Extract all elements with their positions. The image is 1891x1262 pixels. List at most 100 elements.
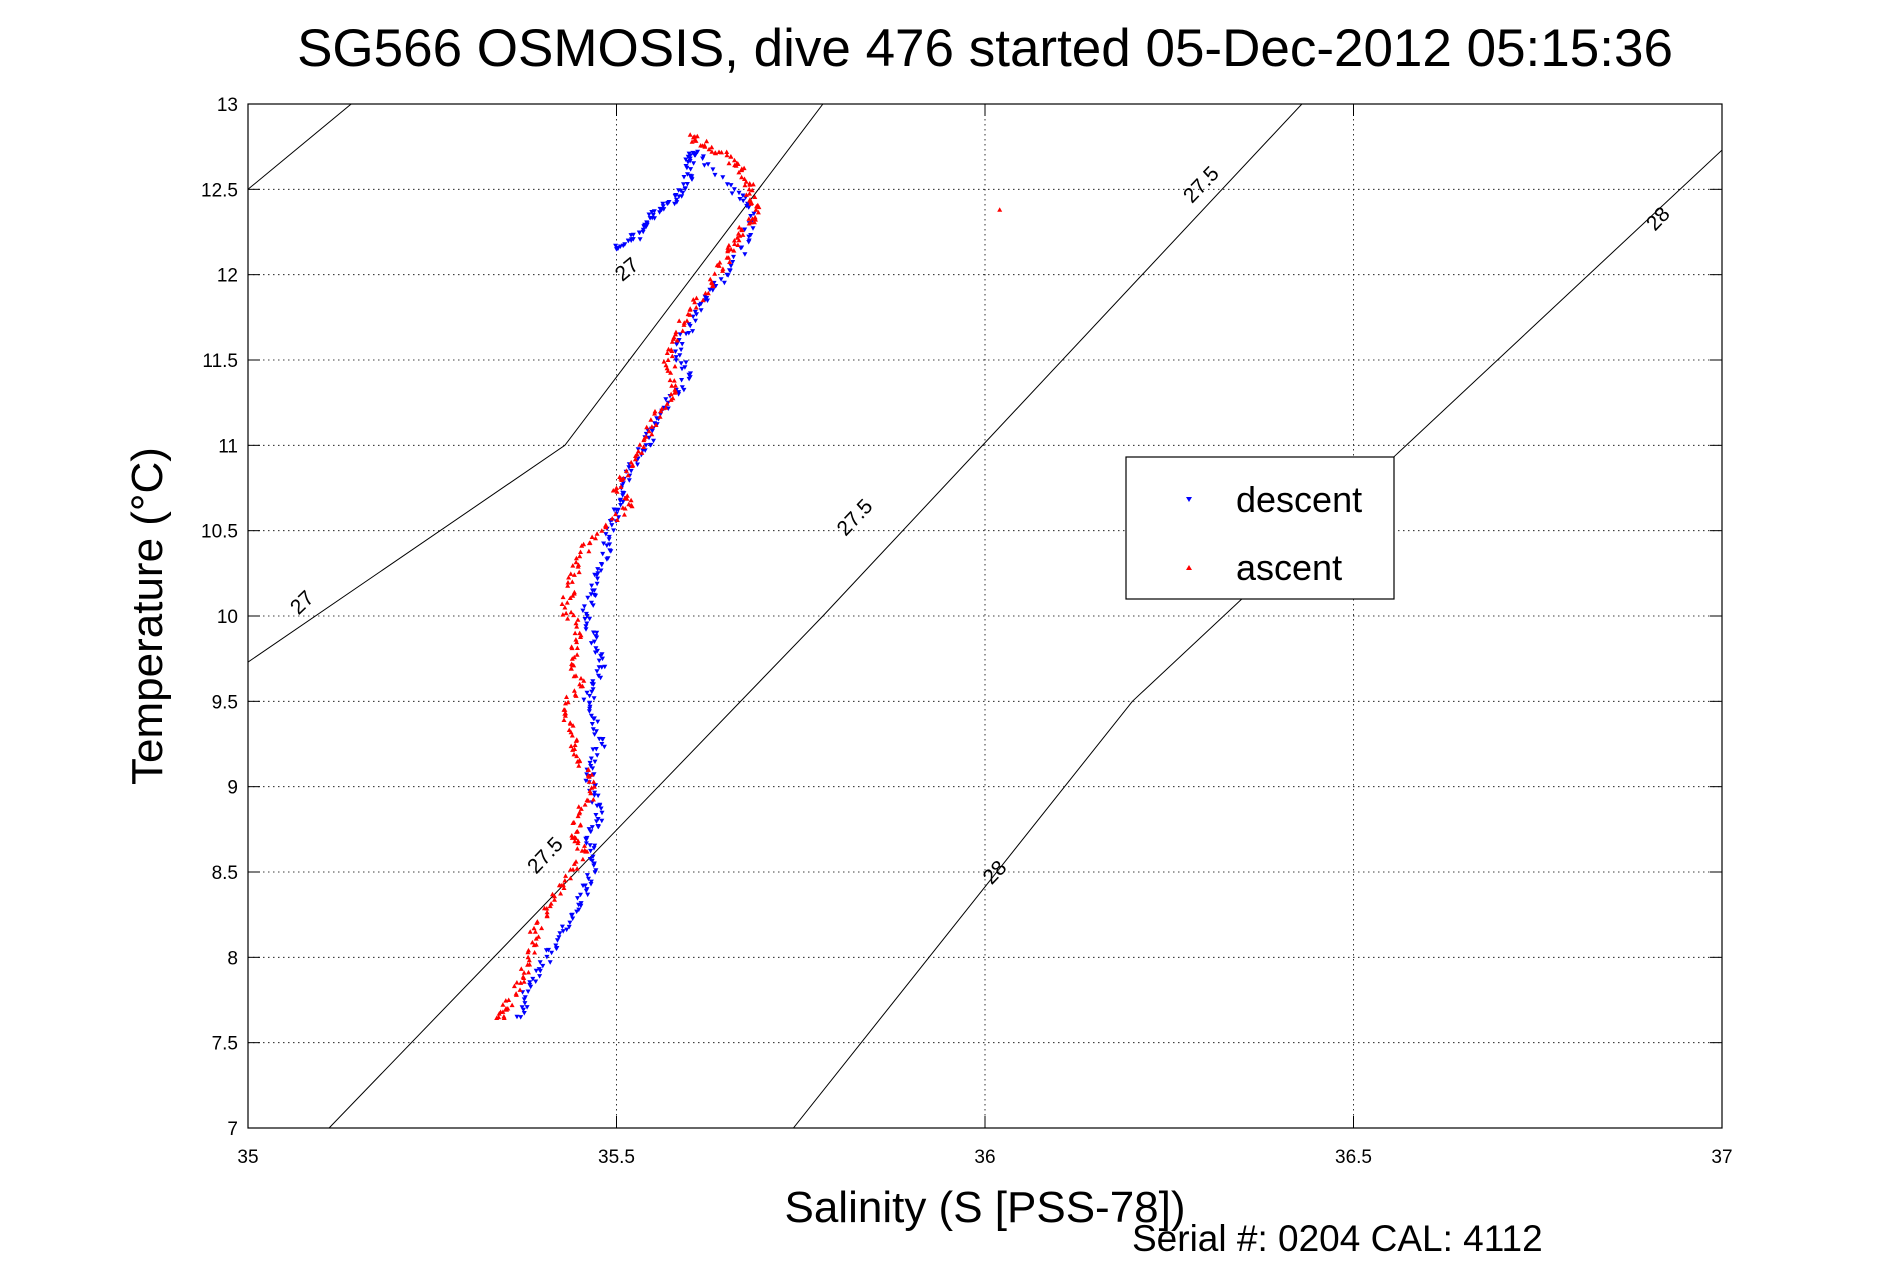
data-point-ascent (525, 954, 531, 960)
data-point-ascent (646, 428, 652, 434)
data-point-descent (681, 182, 686, 187)
data-point-descent (674, 200, 680, 205)
data-point-ascent (673, 329, 679, 335)
data-point-ascent (753, 207, 759, 212)
data-point-descent (556, 935, 562, 940)
data-point-ascent (568, 875, 573, 881)
data-point-descent (683, 157, 689, 162)
data-point-ascent (652, 408, 658, 414)
data-point-descent (595, 817, 601, 822)
data-point-ascent (710, 283, 715, 288)
data-point-ascent (681, 322, 687, 327)
data-point-ascent (618, 484, 624, 489)
data-point-ascent (568, 666, 574, 671)
data-point-ascent (575, 840, 581, 846)
data-point-ascent (580, 856, 586, 862)
data-point-descent (647, 443, 653, 448)
data-point-ascent (571, 861, 577, 866)
data-point-ascent (589, 772, 595, 777)
data-point-ascent (720, 266, 726, 271)
data-point-ascent (544, 913, 550, 919)
data-point-ascent (680, 328, 686, 333)
data-point-ascent (579, 543, 585, 548)
data-point-ascent (529, 939, 535, 945)
data-point-descent (596, 658, 602, 664)
data-point-descent (520, 1007, 526, 1013)
data-point-ascent (668, 370, 674, 375)
data-point-ascent (574, 645, 580, 650)
data-point-descent (678, 347, 684, 353)
data-point-descent (649, 429, 655, 434)
data-point-descent (593, 813, 599, 818)
data-point-ascent (743, 179, 749, 184)
data-point-descent (607, 542, 613, 547)
data-point-ascent (498, 1009, 504, 1014)
data-point-descent (618, 503, 624, 508)
data-point-ascent (581, 678, 587, 683)
data-point-ascent (684, 318, 690, 323)
legend-label-ascent: ascent (1236, 547, 1342, 588)
data-point-descent (748, 214, 754, 219)
data-point-ascent (693, 305, 699, 310)
data-point-descent (598, 675, 604, 681)
y-tick-label: 7 (227, 1119, 238, 1140)
data-point-descent (676, 338, 682, 343)
data-point-descent (586, 709, 592, 714)
data-point-descent (646, 435, 652, 441)
data-point-descent (592, 843, 598, 849)
data-point-descent (686, 376, 692, 382)
data-point-descent (674, 197, 679, 203)
data-point-ascent (657, 414, 663, 419)
data-point-ascent (560, 594, 566, 600)
data-point-ascent (652, 411, 658, 416)
data-point-ascent (569, 579, 575, 584)
data-point-ascent (702, 142, 708, 148)
data-point-ascent (563, 610, 569, 616)
data-point-ascent (548, 901, 554, 906)
density-contour-27 (248, 104, 352, 190)
data-point-descent (575, 896, 580, 901)
data-point-ascent (748, 201, 754, 206)
data-point-descent (679, 366, 685, 372)
data-point-ascent (673, 383, 678, 388)
data-point-ascent (570, 747, 576, 752)
data-point-ascent (740, 232, 746, 237)
data-point-ascent (573, 559, 579, 565)
data-point-descent (689, 174, 695, 179)
data-point-ascent (674, 338, 680, 343)
data-point-ascent (700, 297, 706, 303)
data-point-descent (590, 766, 596, 771)
data-point-ascent (726, 160, 732, 166)
data-point-ascent (578, 683, 584, 689)
data-point-ascent (574, 846, 580, 851)
data-point-ascent (576, 804, 582, 809)
data-point-ascent (574, 639, 580, 645)
data-point-ascent (561, 717, 567, 722)
data-points (494, 132, 1003, 1020)
data-point-ascent (603, 523, 609, 528)
data-point-ascent (565, 699, 571, 705)
data-point-ascent (669, 339, 675, 344)
data-point-descent (674, 342, 680, 347)
data-point-descent (591, 696, 597, 701)
data-point-ascent (661, 359, 667, 364)
data-point-descent (540, 963, 546, 969)
legend: descent ascent (1125, 456, 1395, 600)
data-point-ascent (750, 181, 756, 187)
data-point-ascent (575, 828, 580, 834)
data-point-ascent (583, 849, 589, 854)
data-point-descent (576, 902, 582, 908)
data-point-ascent (736, 169, 742, 175)
data-point-descent (522, 995, 528, 1000)
data-point-ascent (599, 528, 605, 533)
data-point-descent (635, 462, 640, 467)
data-point-ascent (517, 987, 523, 992)
y-axis-ticks: 7 7.5 8 8.5 9 9.5 10 10.5 11 11.5 12 12.5 13 (201, 95, 1722, 1140)
data-point-descent (588, 713, 594, 719)
data-point-descent (613, 243, 619, 249)
data-point-descent (549, 950, 555, 956)
data-point-descent (687, 323, 693, 329)
data-point-ascent (673, 389, 679, 394)
data-point-ascent (525, 949, 531, 955)
data-point-ascent (756, 204, 762, 210)
